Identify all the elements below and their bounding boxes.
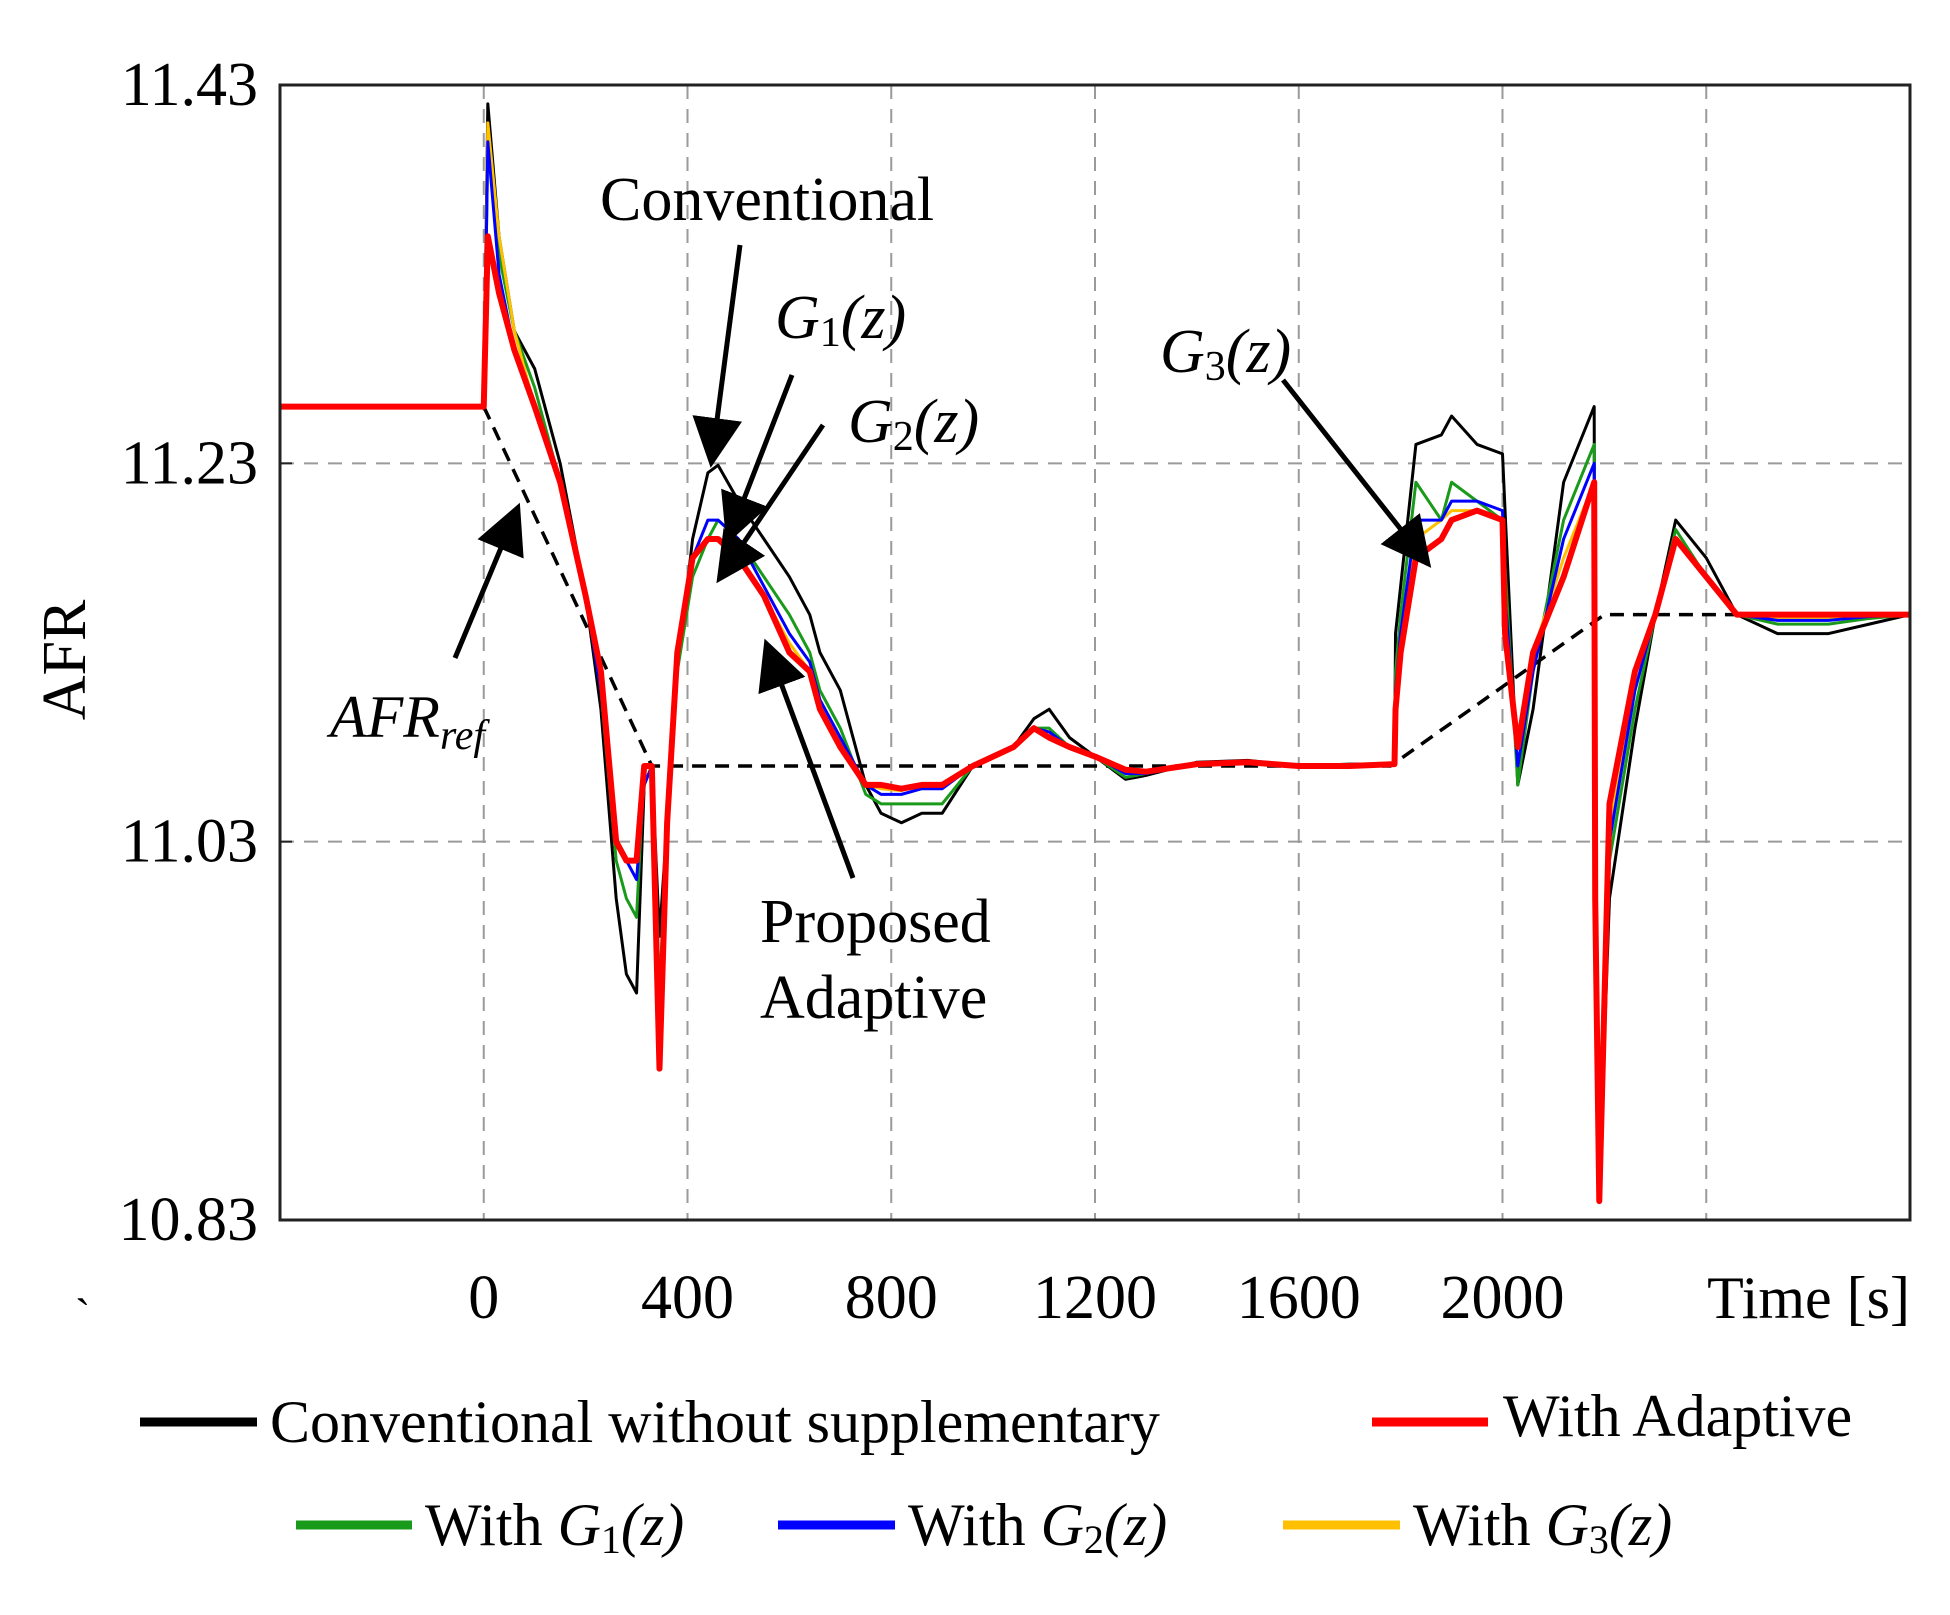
legend-g2-arg: (z) — [1104, 1492, 1167, 1558]
legend-label-g1: With G1(z) — [425, 1492, 684, 1562]
y-tick-label: 11.23 — [121, 429, 258, 497]
annotation-g1-sub: 1 — [820, 310, 841, 356]
legend-g1-sub: 1 — [601, 1517, 621, 1562]
x-tick-label: 2000 — [1441, 1264, 1565, 1332]
arrow-afr-ref — [452, 502, 524, 659]
annotation-conventional: Conventional — [600, 166, 934, 234]
x-axis-ticks: 0 400 800 1200 1600 2000 — [468, 1264, 1564, 1332]
x-tick-label: 400 — [641, 1264, 734, 1332]
annotation-g2-arg: (z) — [914, 388, 979, 456]
legend-g1-arg: (z) — [621, 1492, 684, 1558]
legend-g3-sub: 3 — [1589, 1517, 1609, 1562]
x-tick-label: 1200 — [1033, 1264, 1157, 1332]
annotation-afr-ref: AFRref — [326, 684, 490, 759]
annotation-g2-sub: 2 — [893, 414, 914, 460]
legend-g3-prefix: With — [1413, 1492, 1546, 1558]
legend-g3-arg: (z) — [1609, 1492, 1672, 1558]
legend-g1-prefix: With — [425, 1492, 558, 1558]
legend-label-g3: With G3(z) — [1413, 1492, 1672, 1562]
annotation-proposed-line1: Proposed — [760, 888, 991, 956]
legend: Conventional without supplementary With … — [140, 1383, 1852, 1562]
series-group — [280, 102, 1911, 1205]
y-tick-label: 11.43 — [121, 51, 258, 119]
x-tick-label: 800 — [845, 1264, 938, 1332]
legend-label-adaptive: With Adaptive — [1503, 1383, 1852, 1449]
y-axis-ticks: 10.83 11.03 11.23 11.43 — [119, 51, 292, 1254]
legend-g2-prefix: With — [908, 1492, 1041, 1558]
annotation-g1-letter: G — [775, 284, 820, 352]
arrow-g2 — [716, 423, 826, 584]
arrow-g1 — [721, 374, 795, 545]
arrow-conventional — [692, 244, 743, 468]
annotation-g3-letter: G — [1160, 318, 1205, 386]
plot-frame — [278, 83, 1912, 1222]
x-tick-label: 1600 — [1237, 1264, 1361, 1332]
annotation-g3-arg: (z) — [1226, 318, 1291, 386]
y-tick-label: 11.03 — [121, 808, 258, 876]
arrow-g3 — [1281, 378, 1432, 568]
x-axis-label: Time [s] — [1707, 1265, 1910, 1331]
afr-ref-sub: ref — [440, 713, 490, 759]
legend-label-g2: With G2(z) — [908, 1492, 1167, 1562]
annotation-proposed-line2: Adaptive — [760, 964, 987, 1032]
annotation-g2-letter: G — [848, 388, 893, 456]
stray-mark: ` — [75, 1289, 90, 1340]
annotation-g2: G2(z) — [848, 388, 979, 460]
legend-label-conventional: Conventional without supplementary — [270, 1389, 1160, 1455]
annotation-g3-sub: 3 — [1205, 344, 1226, 390]
legend-g1-letter: G — [558, 1492, 601, 1558]
legend-g2-sub: 2 — [1084, 1517, 1104, 1562]
annotation-g3: G3(z) — [1160, 318, 1291, 390]
afr-ref-main: AFR — [326, 684, 440, 750]
y-axis-label: AFR — [31, 599, 99, 720]
series-line-1 — [280, 233, 1910, 1205]
x-tick-label: 0 — [468, 1264, 499, 1332]
annotation-arrows — [452, 244, 1432, 879]
arrow-proposed — [758, 638, 856, 879]
legend-g3-letter: G — [1546, 1492, 1589, 1558]
y-tick-label: 10.83 — [119, 1186, 259, 1254]
annotation-g1: G1(z) — [775, 284, 906, 356]
annotation-g1-arg: (z) — [841, 284, 906, 352]
legend-g2-letter: G — [1041, 1492, 1084, 1558]
